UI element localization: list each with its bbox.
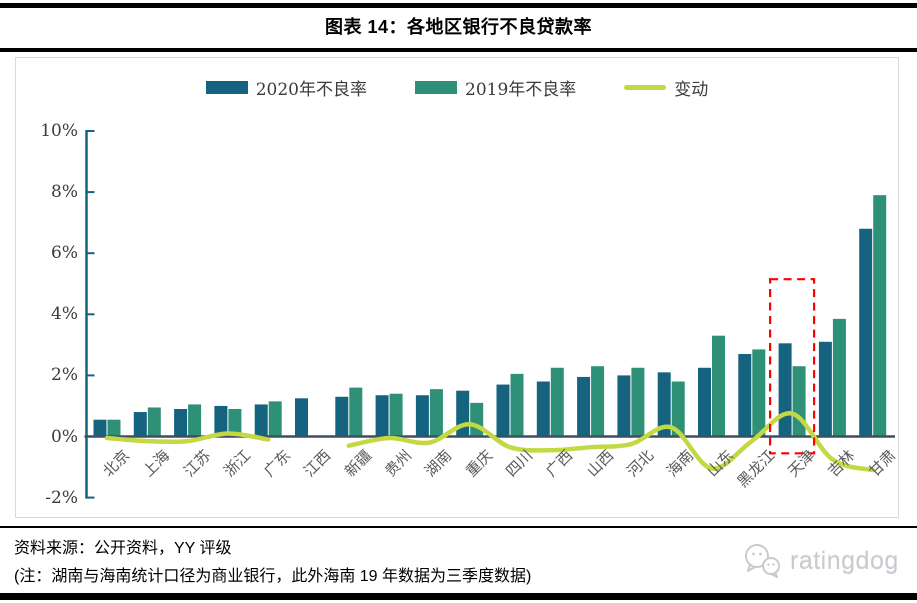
note-text: (注：湖南与海南统计口径为商业银行，此外海南 19 年数据为三季度数据) xyxy=(14,568,532,585)
y-tick-label-8%: 8% xyxy=(51,182,78,203)
legend-label-2020: 2020年不良率 xyxy=(255,80,367,100)
bar-2020-天津 xyxy=(778,343,792,437)
bar-2020-上海 xyxy=(133,412,147,437)
y-tick-label-2%: 2% xyxy=(51,365,78,386)
bar-2020-四川 xyxy=(496,384,510,437)
chat-bubbles-icon xyxy=(745,544,780,578)
legend-swatch-2020 xyxy=(205,81,248,94)
legend-item-2020: 2020年不良率 xyxy=(205,75,367,100)
change-line xyxy=(346,411,875,473)
bar-2019-贵州 xyxy=(389,393,403,437)
bar-2020-广东 xyxy=(254,404,268,437)
bar-2020-江苏 xyxy=(174,409,188,437)
y-tick-label-10%: 10% xyxy=(40,121,78,141)
bar-2020-江西 xyxy=(295,398,308,437)
legend-label-change: 变动 xyxy=(674,80,709,100)
brand-name: ratingdog xyxy=(790,546,899,575)
change-line xyxy=(104,431,271,445)
bar-2019-广东 xyxy=(268,401,282,437)
footer-divider xyxy=(0,526,917,528)
chart-legend: 2020年不良率 2019年不良率 变动 xyxy=(16,75,898,100)
legend-item-change: 变动 xyxy=(624,75,708,100)
bottom-divider xyxy=(0,593,917,600)
bar-2019-广西 xyxy=(550,367,564,437)
bar-2019-新疆 xyxy=(349,387,363,437)
bar-2019-黑龙江 xyxy=(752,349,766,437)
figure-title: 图表 14：各地区银行不良贷款率 xyxy=(324,17,593,37)
bar-2019-吉林 xyxy=(832,318,846,437)
legend-label-2019: 2019年不良率 xyxy=(465,80,577,100)
bar-2020-贵州 xyxy=(375,395,389,437)
bar-2019-上海 xyxy=(147,407,161,437)
bar-2019-山西 xyxy=(591,366,605,437)
bar-2020-湖南 xyxy=(415,395,429,437)
bar-2019-海南 xyxy=(671,381,685,437)
bar-2019-甘肃 xyxy=(873,195,887,437)
bar-2020-山西 xyxy=(577,376,591,437)
y-tick-label-0%: 0% xyxy=(51,426,78,447)
bar-2019-湖南 xyxy=(429,389,443,437)
bar-2020-浙江 xyxy=(214,405,228,437)
y-tick-label--2%: -2% xyxy=(45,487,78,508)
legend-swatch-2019 xyxy=(415,81,457,94)
ratingdog-logo: ratingdog xyxy=(741,543,899,579)
bar-2019-河北 xyxy=(631,367,645,437)
bar-2019-江苏 xyxy=(188,404,202,437)
bar-2020-黑龙江 xyxy=(738,354,752,437)
bar-2020-吉林 xyxy=(818,341,832,437)
legend-item-2019: 2019年不良率 xyxy=(415,75,576,100)
chart-area: 2020年不良率 2019年不良率 变动 10% 8% 6% 4% 2% 0% -2% 北京上… xyxy=(15,57,899,518)
legend-swatch-change xyxy=(624,85,667,90)
bar-2019-重庆 xyxy=(470,402,484,437)
y-tick-label-4%: 4% xyxy=(51,304,78,325)
bar-2020-海南 xyxy=(657,372,671,437)
source-text: 资料来源：公开资料，YY 评级 xyxy=(14,540,232,557)
top-divider xyxy=(0,3,917,8)
bar-2020-新疆 xyxy=(335,396,349,437)
bar-2020-广西 xyxy=(536,381,550,437)
bar-2019-四川 xyxy=(510,373,524,437)
plot xyxy=(84,130,895,499)
bar-2020-河北 xyxy=(617,375,631,437)
title-divider xyxy=(0,48,917,52)
bar-2020-甘肃 xyxy=(859,228,873,437)
bar-2019-浙江 xyxy=(228,409,242,437)
bar-2019-山东 xyxy=(712,335,725,437)
bar-2019-北京 xyxy=(107,419,121,437)
bar-2020-山东 xyxy=(698,367,711,437)
y-tick-label-6%: 6% xyxy=(51,243,78,264)
bar-2020-北京 xyxy=(93,419,107,437)
